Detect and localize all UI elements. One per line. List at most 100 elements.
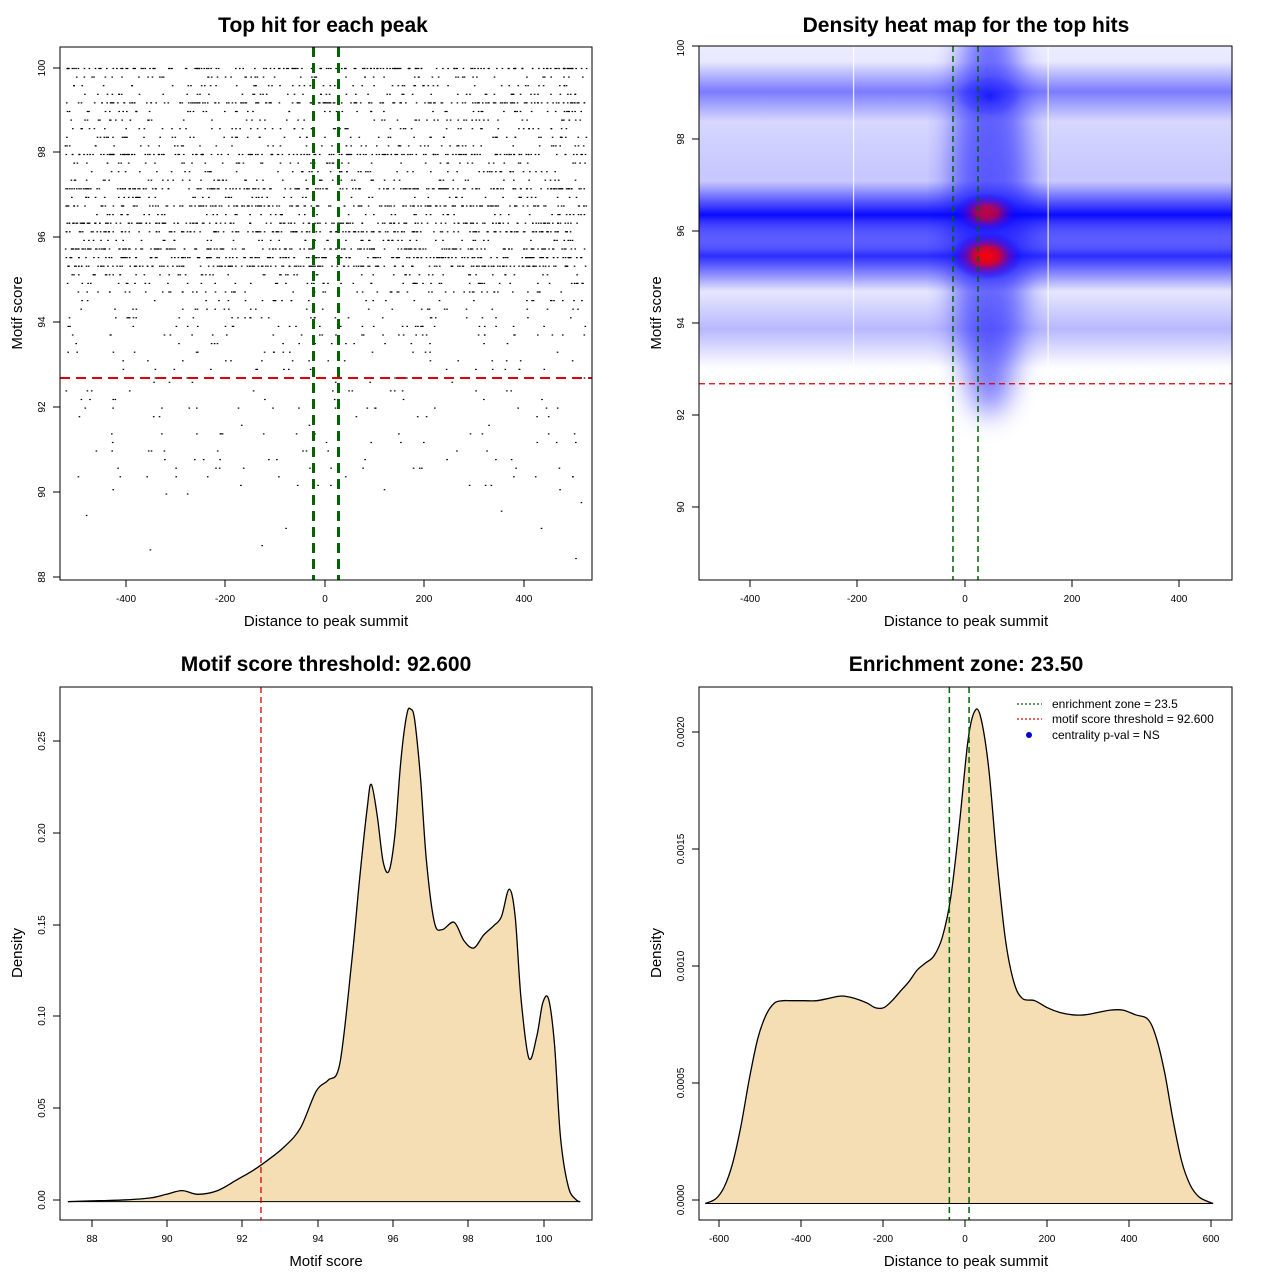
scatter-point xyxy=(203,67,206,70)
scatter-point xyxy=(411,93,414,95)
scatter-point xyxy=(306,136,308,138)
scatter-point xyxy=(358,136,361,138)
scatter-point xyxy=(172,179,174,181)
scatter-point xyxy=(198,188,200,190)
scatter-point xyxy=(314,239,316,241)
scatter-point xyxy=(194,67,196,70)
scatter-point xyxy=(585,67,588,70)
scatter-point xyxy=(302,450,304,452)
scatter-point xyxy=(79,231,82,233)
scatter-point xyxy=(367,265,369,267)
scatter-point xyxy=(170,171,173,173)
scatter-point xyxy=(319,265,322,267)
scatter-point xyxy=(326,188,329,190)
scatter-point xyxy=(190,205,193,207)
scatter-point xyxy=(277,231,280,233)
scatter-point xyxy=(235,128,237,130)
scatter-point xyxy=(454,248,457,250)
scatter-point xyxy=(147,360,149,362)
scatter-point xyxy=(322,291,324,293)
scatter-point xyxy=(350,153,353,156)
scatter-point xyxy=(289,351,291,353)
scatter-point xyxy=(552,188,555,190)
scatter-point xyxy=(88,110,90,113)
scatter-point xyxy=(461,76,464,78)
scatter-point xyxy=(556,231,558,233)
scatter-point xyxy=(80,265,83,267)
scatter-point xyxy=(81,231,84,233)
y-tick: 98 xyxy=(37,146,60,158)
scatter-point xyxy=(86,291,88,293)
scatter-point xyxy=(362,467,364,469)
scatter-point xyxy=(111,450,113,452)
scatter-point xyxy=(168,381,171,383)
scatter-point xyxy=(434,317,437,319)
scatter-point xyxy=(122,368,125,370)
scatter-point xyxy=(566,110,568,113)
scatter-point xyxy=(131,222,133,224)
scatter-point xyxy=(215,67,218,70)
scatter-point xyxy=(408,188,410,190)
scatter-point xyxy=(247,153,250,156)
scatter-point xyxy=(137,188,139,190)
scatter-point xyxy=(283,67,285,70)
x-tick: 600 xyxy=(1203,1220,1220,1245)
y-tick-label: 100 xyxy=(37,59,48,76)
scatter-point xyxy=(538,231,541,233)
scatter-point xyxy=(394,265,397,267)
scatter-point xyxy=(301,67,303,70)
scatter-point xyxy=(517,85,520,87)
scatter-point xyxy=(355,102,358,104)
scatter-point xyxy=(99,222,101,224)
scatter-point xyxy=(580,188,582,190)
scatter-point xyxy=(477,334,480,336)
scatter-point xyxy=(576,257,578,259)
scatter-point xyxy=(515,467,517,469)
scatter-point xyxy=(112,398,114,401)
scatter-point xyxy=(206,308,208,310)
scatter-point xyxy=(78,188,80,190)
scatter-point xyxy=(485,93,488,95)
scatter-point xyxy=(433,102,435,104)
scatter-point xyxy=(181,257,183,259)
scatter-point xyxy=(195,102,197,104)
scatter-point xyxy=(401,93,403,95)
scatter-point xyxy=(93,128,96,130)
y-tick: 100 xyxy=(676,39,699,56)
scatter-point xyxy=(279,128,282,130)
scatter-point xyxy=(481,128,483,130)
scatter-point xyxy=(261,360,263,362)
scatter-point xyxy=(329,102,332,104)
scatter-point xyxy=(364,76,366,78)
scatter-point xyxy=(217,153,219,156)
scatter-point xyxy=(322,188,324,190)
x-tick-label: -200 xyxy=(215,594,235,605)
scatter-point xyxy=(315,76,318,78)
scatter-point xyxy=(420,325,422,327)
scatter-point xyxy=(225,179,228,181)
scatter-point xyxy=(580,67,583,70)
scatter-point xyxy=(136,222,138,224)
scatter-point xyxy=(67,325,70,327)
scatter-point xyxy=(88,239,90,241)
scatter-point xyxy=(361,334,363,336)
x-tick-label: 92 xyxy=(236,1234,248,1245)
scatter-point xyxy=(241,205,243,207)
scatter-point xyxy=(147,76,149,78)
scatter-point xyxy=(413,85,415,87)
scatter-point xyxy=(103,196,106,198)
scatter-point xyxy=(561,119,563,121)
scatter-point xyxy=(345,153,348,156)
scatter-point xyxy=(234,291,236,293)
scatter-point xyxy=(292,231,295,233)
scatter-point xyxy=(547,188,549,190)
scatter-point xyxy=(505,136,508,138)
scatter-point xyxy=(498,222,500,224)
scatter-point xyxy=(185,222,188,224)
scatter-point xyxy=(552,222,554,224)
scatter-point xyxy=(566,102,569,104)
scatter-point xyxy=(128,291,131,293)
scatter-point xyxy=(76,188,78,190)
scatter-point xyxy=(190,85,192,87)
scatter-point xyxy=(428,291,430,293)
